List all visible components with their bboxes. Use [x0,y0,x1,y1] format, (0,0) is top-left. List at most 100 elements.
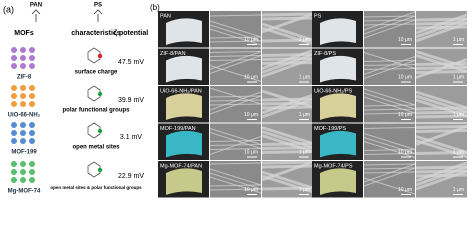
sem-cell: 10 μm [209,123,262,160]
fiber [261,12,314,17]
fiber [209,95,262,115]
mof-structure [29,169,35,175]
mof-structure [29,177,35,183]
sem-cell: 1 μm [415,86,468,123]
scale-bar-label: 10 μm [244,112,258,118]
sample-label: UiO-66-NH₂/PAN [160,88,202,94]
fiber [261,160,314,165]
fiber [209,55,262,74]
sem-cell: 1 μm [261,48,314,85]
atom [97,128,103,134]
fiber [261,97,314,119]
mof-structure [11,169,17,175]
sem-cell: 1 μm [415,123,468,160]
mof-structure [20,130,26,136]
mof-name: Mg-MOF-74 [8,189,41,195]
zeta-potential: 47.5 mV [118,59,144,66]
fiber [415,110,468,115]
fiber [415,165,468,187]
characteristic: open metal sites [72,145,120,151]
fiber [261,142,314,146]
fiber [363,153,416,155]
scale-bar-label: 1 μm [299,74,310,80]
membrane-sheet [166,130,202,158]
membrane-sheet [166,18,202,45]
fiber [209,184,262,187]
sample-label: PS [314,13,322,19]
scale-bar-label: 10 μm [244,149,258,155]
zeta-potential: 22.9 mV [118,173,144,180]
sem-cell: ZIF-8/PS [312,48,363,85]
fiber [415,161,468,183]
fiber [415,17,468,39]
fiber [209,65,262,82]
mof-structure [20,101,26,107]
mof-structure [20,177,26,183]
fiber [363,177,416,195]
scale-bar-label: 10 μm [398,37,412,43]
functional-group-icon [87,47,101,64]
sem-cell: 1 μm [261,86,314,123]
sem-cell: UiO-66-NH₂/PAN [158,86,209,123]
functional-group-icon [87,161,101,178]
fiber [363,167,416,170]
panel-label: (a) [3,4,14,14]
fiber [209,162,262,165]
mof-name: UiO-66-NH₂ [8,113,41,119]
fiber [261,22,314,42]
scale-bar-label: 10 μm [398,187,412,193]
fiber [261,186,314,191]
scale-bar-label: 1 μm [453,187,464,193]
fiber [415,58,468,79]
mof-structure [29,130,35,136]
characteristic: polar functional groups [63,108,131,114]
functional-group-icon [87,85,101,102]
sem-cell: 1 μm [415,11,468,48]
fiber [261,49,314,70]
fiber [415,13,468,35]
scale-bar-label: 1 μm [453,112,464,118]
mof-structure [11,63,17,69]
fiber [209,51,262,53]
sem-cell: PAN [158,11,209,48]
sem-cell: ZIF-8/PAN [158,48,209,85]
mof-name: MOF-199 [11,150,37,156]
fiber [363,167,416,187]
fiber [363,56,416,75]
mof-structure [11,55,17,61]
scale-bar-label: 10 μm [244,187,258,193]
mof-structure [20,85,26,91]
mof-structure [11,47,17,53]
membrane-sheet [166,55,202,83]
panel-label: (b) [150,3,160,12]
sem-cell: Mg-MOF-74/PAN [158,161,209,198]
fiber [209,188,262,191]
membrane-sheet [320,168,356,195]
fiber [261,93,314,115]
fiber [363,11,416,31]
zeta-potential: 39.9 mV [118,97,144,104]
sample-label: ZIF-8/PS [314,51,336,57]
fiber [415,106,468,111]
fiber [363,92,416,110]
fiber [261,170,314,190]
scale-bar-label: 1 μm [453,149,464,155]
scale-bar-label: 10 μm [398,74,412,80]
fiber [209,14,262,17]
sem-cell: 1 μm [415,161,468,198]
mof-structure [11,138,17,144]
fiber [261,38,314,43]
mof-structure [11,177,17,183]
fiber [363,108,416,111]
membrane-sheet [320,18,356,45]
fiber [415,135,468,154]
atom [97,91,103,97]
sample-label: ZIF-8/PAN [160,51,186,57]
fiber [209,55,262,57]
monomer-icon [31,9,41,22]
fiber [363,127,416,129]
fiber [209,40,262,43]
mof-structure [29,138,35,144]
membrane-sheet [166,93,202,120]
sem-cell: UiO-66-NH₂/PS [312,86,363,123]
